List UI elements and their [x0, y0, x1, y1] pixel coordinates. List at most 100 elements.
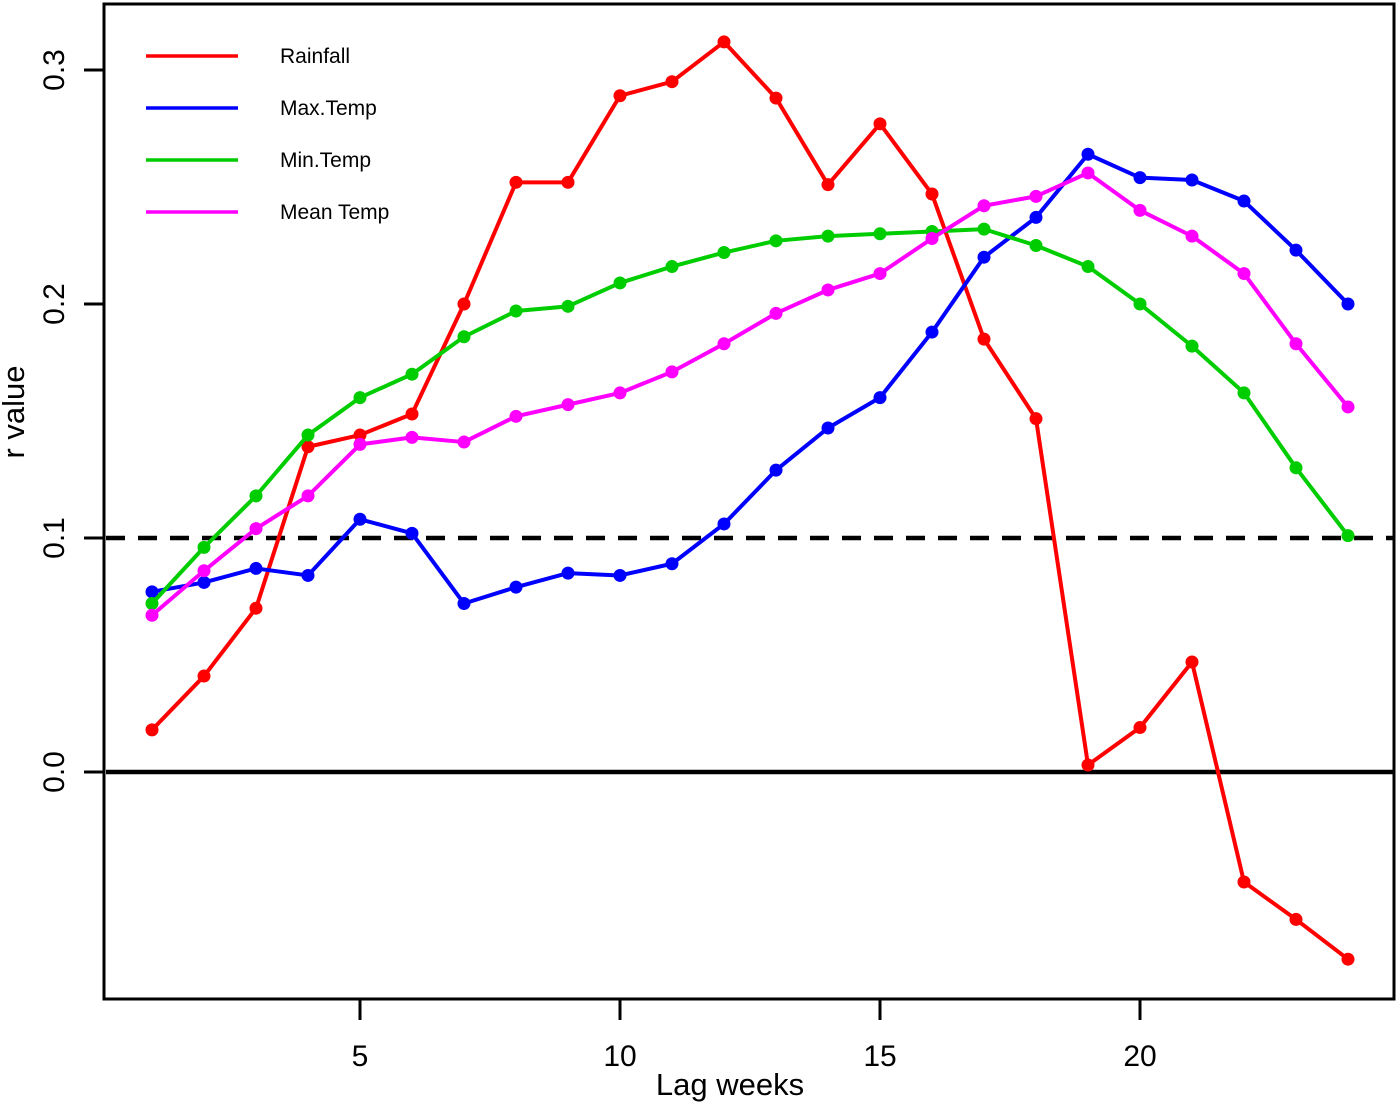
data-point-mean-temp-week-13 [769, 306, 783, 320]
data-point-min-temp-week-10 [613, 276, 627, 290]
data-point-min-temp-week-15 [873, 227, 887, 241]
data-point-min-temp-week-24 [1341, 529, 1355, 543]
data-point-mean-temp-week-6 [405, 430, 419, 444]
series-max-temp [145, 147, 1355, 611]
data-point-max-temp-week-6 [405, 526, 419, 540]
data-point-mean-temp-week-23 [1289, 337, 1303, 351]
x-axis-tick-label: 20 [1123, 1040, 1156, 1073]
data-point-max-temp-week-19 [1081, 147, 1095, 161]
data-point-mean-temp-week-4 [301, 489, 315, 503]
legend-item-rainfall: Rainfall [146, 45, 350, 68]
data-point-min-temp-week-17 [977, 222, 991, 236]
series-mean-temp [145, 166, 1355, 622]
data-point-rainfall-week-18 [1029, 412, 1043, 426]
data-point-rainfall-week-13 [769, 91, 783, 105]
data-point-max-temp-week-13 [769, 463, 783, 477]
data-point-max-temp-week-22 [1237, 194, 1251, 208]
data-point-max-temp-week-2 [197, 575, 211, 589]
data-point-mean-temp-week-21 [1185, 229, 1199, 243]
y-axis-title: r value [0, 365, 31, 458]
y-axis-tick-label: 0.3 [38, 49, 71, 91]
series-line-max-temp [150, 152, 1350, 606]
data-point-rainfall-week-17 [977, 332, 991, 346]
data-point-min-temp-week-21 [1185, 339, 1199, 353]
data-point-mean-temp-week-22 [1237, 267, 1251, 281]
x-axis-tick-label: 5 [352, 1040, 369, 1073]
y-axis-tick-label: 0.0 [38, 751, 71, 793]
data-point-mean-temp-week-20 [1133, 203, 1147, 217]
data-point-min-temp-week-5 [353, 391, 367, 405]
legend-label-max-temp: Max.Temp [280, 97, 377, 120]
data-point-mean-temp-week-9 [561, 398, 575, 412]
legend-item-max-temp: Max.Temp [146, 97, 377, 120]
data-point-rainfall-week-4 [301, 440, 315, 454]
data-point-min-temp-week-11 [665, 260, 679, 274]
data-point-max-temp-week-4 [301, 568, 315, 582]
data-point-max-temp-week-20 [1133, 171, 1147, 185]
plot-border [102, 2, 1396, 1001]
data-point-max-temp-week-18 [1029, 210, 1043, 224]
data-point-rainfall-week-22 [1237, 875, 1251, 889]
data-point-min-temp-week-3 [249, 489, 263, 503]
reference-lines [106, 535, 1393, 775]
data-point-min-temp-week-9 [561, 299, 575, 313]
data-point-max-temp-week-7 [457, 597, 471, 611]
data-point-rainfall-week-8 [509, 175, 523, 189]
data-point-max-temp-week-16 [925, 325, 939, 339]
data-point-rainfall-week-16 [925, 187, 939, 201]
data-point-max-temp-week-15 [873, 391, 887, 405]
data-point-min-temp-week-7 [457, 330, 471, 344]
legend: Rainfall Max.Temp Min.Temp Mean Temp [146, 45, 389, 224]
data-point-rainfall-week-23 [1289, 912, 1303, 926]
data-point-max-temp-week-12 [717, 517, 731, 531]
data-point-mean-temp-week-24 [1341, 400, 1355, 414]
data-point-max-temp-week-21 [1185, 173, 1199, 187]
data-point-mean-temp-week-2 [197, 564, 211, 578]
data-point-max-temp-week-11 [665, 557, 679, 571]
series-line-min-temp [150, 227, 1350, 606]
data-point-rainfall-week-9 [561, 175, 575, 189]
data-point-rainfall-week-12 [717, 35, 731, 49]
data-point-mean-temp-week-8 [509, 409, 523, 423]
legend-item-min-temp: Min.Temp [146, 149, 371, 172]
data-point-mean-temp-week-1 [145, 608, 159, 622]
x-axis-tick-label: 15 [863, 1040, 896, 1073]
data-point-min-temp-week-13 [769, 234, 783, 248]
data-point-rainfall-week-2 [197, 669, 211, 683]
data-point-min-temp-week-8 [509, 304, 523, 318]
data-point-max-temp-week-9 [561, 566, 575, 580]
legend-label-min-temp: Min.Temp [280, 149, 371, 172]
data-point-max-temp-week-23 [1289, 243, 1303, 257]
data-point-mean-temp-week-10 [613, 386, 627, 400]
x-axis-tick-label: 10 [603, 1040, 636, 1073]
data-point-max-temp-week-8 [509, 580, 523, 594]
x-axis-ticks: 5 10 15 20 [352, 999, 1157, 1073]
data-point-rainfall-week-1 [145, 723, 159, 737]
data-point-rainfall-week-15 [873, 117, 887, 131]
data-point-mean-temp-week-17 [977, 199, 991, 213]
data-point-rainfall-week-3 [249, 601, 263, 615]
data-point-rainfall-week-19 [1081, 758, 1095, 772]
data-point-min-temp-week-20 [1133, 297, 1147, 311]
data-point-min-temp-week-2 [197, 540, 211, 554]
data-point-mean-temp-week-5 [353, 437, 367, 451]
data-point-min-temp-week-6 [405, 367, 419, 381]
data-point-mean-temp-week-7 [457, 435, 471, 449]
data-point-max-temp-week-5 [353, 512, 367, 526]
data-point-min-temp-week-14 [821, 229, 835, 243]
data-point-min-temp-week-22 [1237, 386, 1251, 400]
data-point-min-temp-week-4 [301, 428, 315, 442]
data-point-min-temp-week-12 [717, 246, 731, 260]
data-point-mean-temp-week-14 [821, 283, 835, 297]
data-point-mean-temp-week-19 [1081, 166, 1095, 180]
data-point-rainfall-week-21 [1185, 655, 1199, 669]
data-point-max-temp-week-10 [613, 568, 627, 582]
series-group [145, 35, 1355, 966]
data-point-rainfall-week-6 [405, 407, 419, 421]
data-point-rainfall-week-5 [353, 428, 367, 442]
series-line-rainfall [150, 39, 1350, 962]
data-point-rainfall-week-10 [613, 89, 627, 103]
y-axis-tick-label: 0.1 [38, 517, 71, 559]
